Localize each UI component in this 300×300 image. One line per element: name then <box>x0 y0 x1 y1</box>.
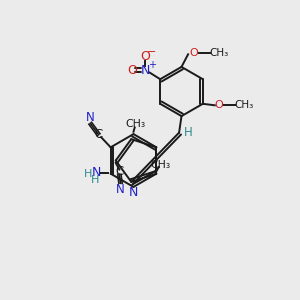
Text: N: N <box>92 166 101 179</box>
Text: O: O <box>140 50 150 63</box>
Text: O: O <box>214 100 223 110</box>
Text: C: C <box>115 165 124 178</box>
Text: N: N <box>140 64 150 77</box>
Text: N: N <box>116 183 125 196</box>
Text: H: H <box>91 175 99 185</box>
Text: −: − <box>146 46 156 57</box>
Text: C: C <box>94 128 103 141</box>
Text: N: N <box>129 186 139 200</box>
Text: CH₃: CH₃ <box>150 160 170 170</box>
Text: O: O <box>189 48 198 59</box>
Text: +: + <box>148 60 156 70</box>
Text: CH₃: CH₃ <box>209 48 229 59</box>
Text: H: H <box>84 169 92 179</box>
Text: O: O <box>127 64 136 77</box>
Text: CH₃: CH₃ <box>126 119 146 130</box>
Text: H: H <box>184 125 193 139</box>
Text: CH₃: CH₃ <box>234 100 253 110</box>
Text: N: N <box>86 111 94 124</box>
